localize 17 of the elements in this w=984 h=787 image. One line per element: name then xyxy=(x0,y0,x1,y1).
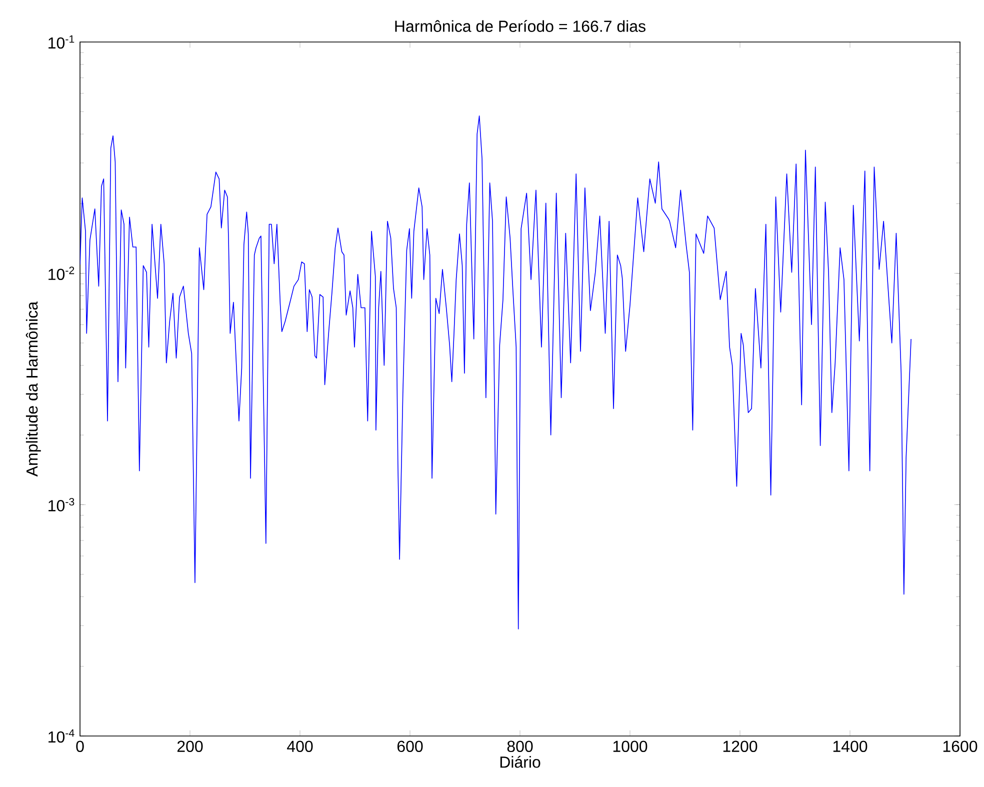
y-tick-label: 10$^{-2}$ xyxy=(48,266,74,280)
x-tick-label: 400 xyxy=(287,740,313,752)
x-tick-label: 600 xyxy=(397,740,423,752)
x-axis-title: Diário xyxy=(500,756,540,768)
x-tick-label: 0 xyxy=(76,740,84,752)
y-tick-label: 10$^{-1}$ xyxy=(48,35,74,49)
x-tick-label: 200 xyxy=(177,740,203,752)
chart-title: Harmônica de Período = 166.7 dias xyxy=(395,20,646,32)
y-axis-title: Amplitude da Harmônica xyxy=(26,301,41,477)
y-tick-label: 10$^{-3}$ xyxy=(48,498,74,512)
x-tick-label: 1000 xyxy=(613,740,648,752)
x-tick-label: 1600 xyxy=(943,740,978,752)
x-tick-label: 1200 xyxy=(723,740,758,752)
line-series xyxy=(80,116,912,630)
y-tick-label: 10$^{-4}$ xyxy=(48,729,74,743)
x-tick-label: 800 xyxy=(507,740,533,752)
x-tick-label: 1400 xyxy=(833,740,868,752)
